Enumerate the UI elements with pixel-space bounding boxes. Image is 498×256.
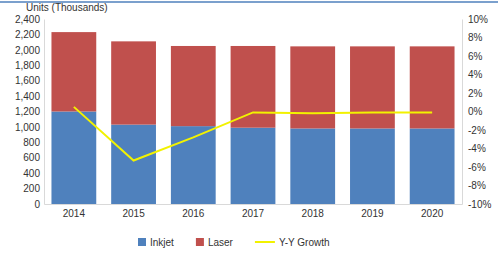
legend-item: Y-Y Growth <box>255 237 330 248</box>
tick-label: 1,600 <box>15 75 40 86</box>
tick: 2015 <box>122 204 145 219</box>
legend-swatch <box>255 241 275 243</box>
tick-label: -4% <box>468 143 486 154</box>
tick-label: 8% <box>468 32 483 43</box>
tick-label: 1,400 <box>15 91 40 102</box>
tick: 6% <box>462 51 483 62</box>
line <box>74 107 432 161</box>
bar <box>111 41 156 124</box>
tick-label: 2,000 <box>15 45 40 56</box>
tick-label: 200 <box>23 183 40 194</box>
legend-label: Laser <box>208 237 234 248</box>
tick-label: -8% <box>468 180 486 191</box>
tick-label: 2018 <box>302 208 325 219</box>
tick-label: 800 <box>23 137 40 148</box>
axis-line <box>44 20 45 205</box>
tick-label: 0 <box>34 199 40 210</box>
tick: -8% <box>462 180 486 191</box>
bar <box>290 128 335 204</box>
legend: Inkjet Laser Y-Y Growth <box>138 237 330 248</box>
y-axis: 0 200 400 600 800 1,000 1,200 1,400 1,600 1,800 2,… <box>15 14 45 210</box>
tick-label: 2017 <box>242 208 265 219</box>
tick: 2016 <box>182 204 205 219</box>
tick-label: 6% <box>468 51 483 62</box>
bar <box>231 46 276 128</box>
tick: 800 <box>23 137 44 148</box>
tick: 0% <box>462 106 483 117</box>
tick: 2,000 <box>15 45 44 56</box>
legend-label: Inkjet <box>150 237 174 248</box>
plot-area <box>51 32 454 204</box>
bar <box>410 46 455 128</box>
tick: 2017 <box>242 204 265 219</box>
bar <box>350 128 395 204</box>
tick-label: 2016 <box>182 208 205 219</box>
tick: 1,600 <box>15 75 44 86</box>
axis-title: Units (Thousands) <box>26 2 108 13</box>
x-axis: 2014 2015 2016 2017 2018 2019 2020 <box>45 204 463 219</box>
tick-label: 10% <box>468 14 488 25</box>
tick-label: 4% <box>468 69 483 80</box>
bar <box>350 46 395 128</box>
tick: 4% <box>462 69 483 80</box>
tick: 400 <box>23 168 44 179</box>
chart: 0 200 400 600 800 1,000 1,200 1,400 1,600 1,800 2,… <box>0 0 498 256</box>
tick: 2% <box>462 88 483 99</box>
tick-label: -6% <box>468 162 486 173</box>
bar-series <box>51 32 454 128</box>
legend-item: Inkjet <box>138 237 174 248</box>
tick: 200 <box>23 183 44 194</box>
tick: 2,400 <box>15 14 44 25</box>
tick: 1,000 <box>15 122 44 133</box>
tick: 1,200 <box>15 106 44 117</box>
axis-line <box>462 20 463 205</box>
tick-label: 1,200 <box>15 106 40 117</box>
tick-label: 0% <box>468 106 483 117</box>
y2-axis: -10% -8% -6% -4% -2% 0% 2% 4% 6% 8% 10% <box>462 14 491 210</box>
tick: -2% <box>462 125 486 136</box>
tick: 2018 <box>302 204 325 219</box>
tick-label: 2% <box>468 88 483 99</box>
tick-label: 1,800 <box>15 60 40 71</box>
tick: -10% <box>462 199 491 210</box>
bar <box>410 128 455 204</box>
tick-label: -10% <box>468 199 491 210</box>
tick: 2,200 <box>15 29 44 40</box>
tick: 0 <box>34 199 44 210</box>
tick-label: 600 <box>23 152 40 163</box>
bar <box>290 46 335 128</box>
tick-label: 2019 <box>361 208 384 219</box>
tick-label: -2% <box>468 125 486 136</box>
tick: -6% <box>462 162 486 173</box>
tick: 2014 <box>63 204 86 219</box>
bar <box>111 125 156 204</box>
tick: 8% <box>462 32 483 43</box>
bar <box>51 32 96 111</box>
legend-swatch <box>138 238 146 246</box>
tick: 1,800 <box>15 60 44 71</box>
tick: 2019 <box>361 204 384 219</box>
tick: 2020 <box>421 204 444 219</box>
legend-swatch <box>196 238 204 246</box>
bar <box>51 112 96 205</box>
tick: -4% <box>462 143 486 154</box>
tick-label: 400 <box>23 168 40 179</box>
tick-label: 2,400 <box>15 14 40 25</box>
tick-label: 2020 <box>421 208 444 219</box>
tick: 600 <box>23 152 44 163</box>
legend-item: Laser <box>196 237 234 248</box>
axis-line <box>45 204 463 205</box>
bar <box>171 46 216 126</box>
bar <box>231 128 276 204</box>
tick-label: 2015 <box>122 208 145 219</box>
tick-label: 1,000 <box>15 122 40 133</box>
tick-label: 2014 <box>63 208 86 219</box>
legend-label: Y-Y Growth <box>279 237 330 248</box>
tick-label: 2,200 <box>15 29 40 40</box>
tick: 1,400 <box>15 91 44 102</box>
tick: 10% <box>462 14 488 25</box>
